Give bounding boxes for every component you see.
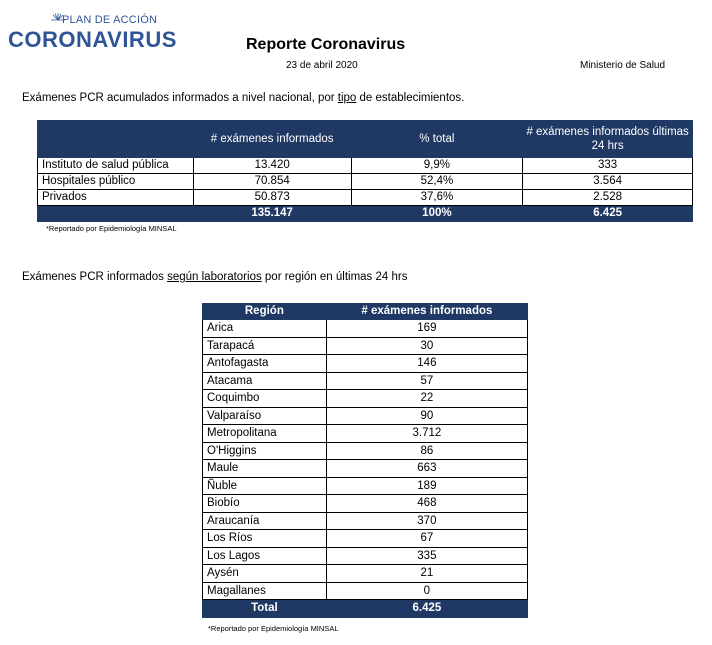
table-row: Araucanía 370 bbox=[202, 511, 529, 530]
section1-caption: Exámenes PCR acumulados informados a niv… bbox=[22, 92, 464, 104]
table-row: Maule 663 bbox=[202, 459, 529, 478]
table-header-row: Región # exámenes informados bbox=[202, 303, 529, 320]
table-row: Valparaíso 90 bbox=[202, 406, 529, 425]
table-row: Tarapacá 30 bbox=[202, 336, 529, 355]
value-cell: 9,9% bbox=[350, 157, 524, 174]
value-cell: 3.564 bbox=[522, 173, 693, 190]
table-row: Instituto de salud pública 13.420 9,9% 333 bbox=[37, 157, 693, 174]
footnote: *Reportado por Epidemiología MINSAL bbox=[208, 624, 339, 633]
row-label-cell: Los Ríos bbox=[202, 529, 327, 548]
ministry-name: Ministerio de Salud bbox=[580, 60, 666, 71]
row-label-cell: O'Higgins bbox=[202, 441, 327, 460]
value-cell: 57 bbox=[325, 371, 529, 390]
total-value-cell: 6.425 bbox=[522, 205, 693, 222]
row-label-cell: Magallanes bbox=[202, 581, 327, 600]
value-cell: 37,6% bbox=[350, 189, 524, 206]
caption1-underlined: tipo bbox=[337, 92, 357, 104]
total-value-cell: 6.425 bbox=[325, 599, 529, 618]
region-table: Región # exámenes informados Arica 169 Tar… bbox=[202, 303, 529, 618]
value-cell: 21 bbox=[325, 564, 529, 583]
table-row: Privados 50.873 37,6% 2.528 bbox=[37, 189, 693, 206]
total-row: Total 6.425 bbox=[202, 599, 529, 618]
table-row: Biobío 468 bbox=[202, 494, 529, 513]
footnote: *Reportado por Epidemiología MINSAL bbox=[46, 224, 177, 233]
logo-plan-text: PLAN DE ACCIÓN bbox=[62, 14, 158, 26]
logo-coronavirus-text: CORONAVIRUS bbox=[8, 27, 177, 52]
table-row: Atacama 57 bbox=[202, 371, 529, 390]
plan-de-accion-logo: PLAN DE ACCIÓN CORONAVIRUS bbox=[8, 12, 176, 56]
table-row: Los Ríos 67 bbox=[202, 529, 529, 548]
value-cell: 146 bbox=[325, 354, 529, 373]
sun-rays-icon bbox=[51, 13, 65, 21]
value-cell: 50.873 bbox=[192, 189, 352, 206]
column-header: # exámenes informados bbox=[325, 303, 529, 320]
value-cell: 3.712 bbox=[325, 424, 529, 443]
establishment-type-table: # exámenes informados % total # exámenes… bbox=[37, 120, 693, 222]
value-cell: 333 bbox=[522, 157, 693, 174]
total-value-cell: 135.147 bbox=[192, 205, 352, 222]
total-row: 135.147 100% 6.425 bbox=[37, 205, 693, 222]
row-label-cell: Araucanía bbox=[202, 511, 327, 530]
row-label-cell: Instituto de salud pública bbox=[37, 157, 194, 174]
column-header: # exámenes informados bbox=[192, 120, 352, 158]
report-title: Reporte Coronavirus bbox=[246, 36, 406, 53]
total-label-cell bbox=[37, 205, 194, 222]
row-label-cell: Atacama bbox=[202, 371, 327, 390]
value-cell: 663 bbox=[325, 459, 529, 478]
column-header bbox=[37, 120, 194, 158]
table-row: Magallanes 0 bbox=[202, 581, 529, 600]
table-row: Hospitales público 70.854 52,4% 3.564 bbox=[37, 173, 693, 190]
caption2-text: Exámenes PCR informados bbox=[22, 271, 168, 283]
value-cell: 90 bbox=[325, 406, 529, 425]
caption1-text-end: de establecimientos. bbox=[356, 92, 465, 104]
value-cell: 52,4% bbox=[350, 173, 524, 190]
row-label-cell: Ñuble bbox=[202, 476, 327, 495]
value-cell: 335 bbox=[325, 546, 529, 565]
table-row: Los Lagos 335 bbox=[202, 546, 529, 565]
report-date: 23 de abril 2020 bbox=[286, 60, 358, 71]
value-cell: 13.420 bbox=[192, 157, 352, 174]
value-cell: 370 bbox=[325, 511, 529, 530]
column-header: Región bbox=[202, 303, 327, 320]
row-label-cell: Hospitales público bbox=[37, 173, 194, 190]
value-cell: 30 bbox=[325, 336, 529, 355]
value-cell: 468 bbox=[325, 494, 529, 513]
row-label-cell: Arica bbox=[202, 319, 327, 338]
table-row: Coquimbo 22 bbox=[202, 389, 529, 408]
table-row: O'Higgins 86 bbox=[202, 441, 529, 460]
row-label-cell: Metropolitana bbox=[202, 424, 327, 443]
table-header-row: # exámenes informados % total # exámenes… bbox=[37, 120, 693, 158]
column-header: # exámenes informados últimas 24 hrs bbox=[522, 120, 693, 158]
caption2-underlined: según laboratorios bbox=[167, 271, 262, 283]
row-label-cell: Coquimbo bbox=[202, 389, 327, 408]
row-label-cell: Privados bbox=[37, 189, 194, 206]
value-cell: 169 bbox=[325, 319, 529, 338]
caption1-text: Exámenes PCR acumulados informados a niv… bbox=[22, 92, 338, 104]
table-row: Arica 169 bbox=[202, 319, 529, 338]
row-label-cell: Antofagasta bbox=[202, 354, 327, 373]
value-cell: 0 bbox=[325, 581, 529, 600]
table-row: Aysén 21 bbox=[202, 564, 529, 583]
total-label-cell: Total bbox=[202, 599, 327, 618]
row-label-cell: Tarapacá bbox=[202, 336, 327, 355]
value-cell: 70.854 bbox=[192, 173, 352, 190]
value-cell: 67 bbox=[325, 529, 529, 548]
table-row: Antofagasta 146 bbox=[202, 354, 529, 373]
column-header: % total bbox=[350, 120, 524, 158]
row-label-cell: Aysén bbox=[202, 564, 327, 583]
value-cell: 2.528 bbox=[522, 189, 693, 206]
row-label-cell: Biobío bbox=[202, 494, 327, 513]
row-label-cell: Maule bbox=[202, 459, 327, 478]
value-cell: 22 bbox=[325, 389, 529, 408]
row-label-cell: Los Lagos bbox=[202, 546, 327, 565]
table-row: Metropolitana 3.712 bbox=[202, 424, 529, 443]
caption2-text-end: por región en últimas 24 hrs bbox=[261, 271, 408, 283]
table-row: Ñuble 189 bbox=[202, 476, 529, 495]
total-value-cell: 100% bbox=[350, 205, 524, 222]
section2-caption: Exámenes PCR informados según laboratori… bbox=[22, 271, 407, 283]
value-cell: 86 bbox=[325, 441, 529, 460]
value-cell: 189 bbox=[325, 476, 529, 495]
row-label-cell: Valparaíso bbox=[202, 406, 327, 425]
